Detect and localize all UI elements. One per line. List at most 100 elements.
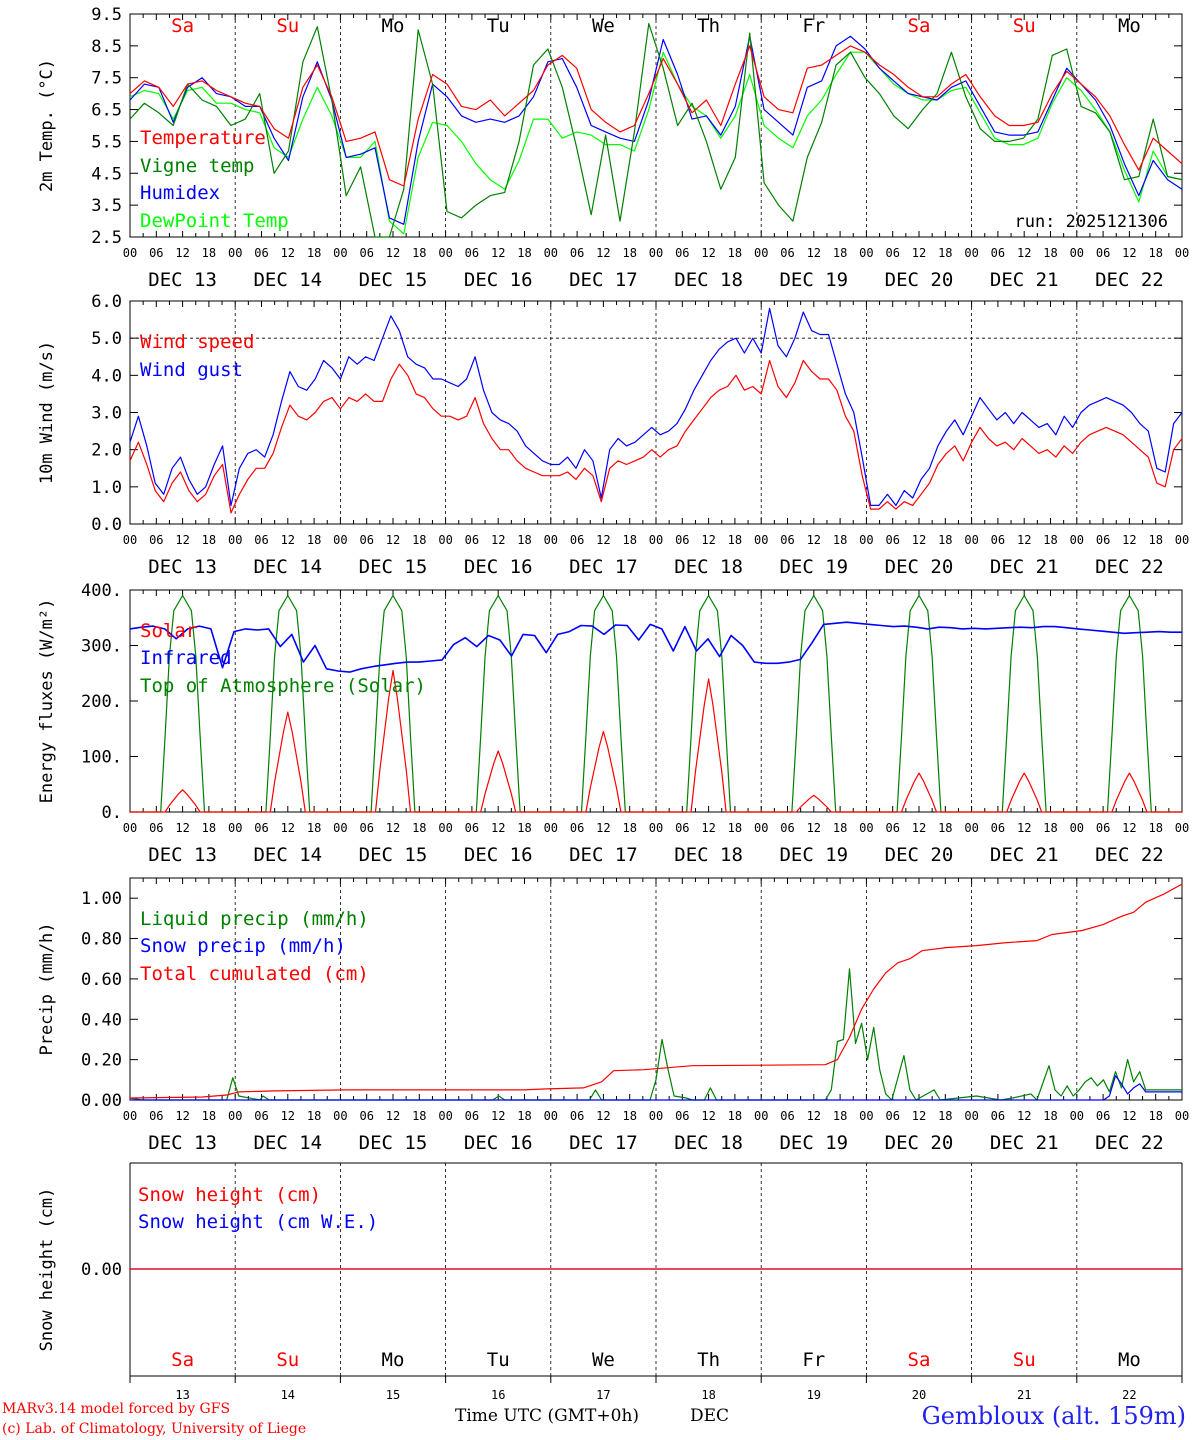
line-snow-precip-mm-h- — [130, 1075, 1182, 1101]
hour-tick-label: 00 — [123, 821, 137, 835]
hour-tick-label: 18 — [1148, 246, 1162, 260]
y-tick-label: 0.60 — [81, 970, 122, 990]
hour-tick-label: 06 — [359, 821, 373, 835]
hour-tick-label: 12 — [281, 821, 295, 835]
day-label: DEC 20 — [885, 844, 954, 866]
day-label: DEC 20 — [885, 269, 954, 291]
legend-liquid-precip-mm-h-: Liquid precip (mm/h) — [140, 908, 369, 930]
hour-tick-label: 00 — [754, 1109, 768, 1123]
hour-tick-label: 00 — [964, 246, 978, 260]
hour-tick-label: 00 — [438, 533, 452, 547]
y-tick-label: 0.0 — [91, 515, 122, 535]
hour-tick-label: 06 — [991, 533, 1005, 547]
hour-tick-label: 12 — [912, 533, 926, 547]
hour-tick-label: 18 — [833, 533, 847, 547]
hour-tick-label: 00 — [544, 1109, 558, 1123]
weekday-label: Mo — [1118, 1349, 1141, 1371]
hour-tick-label: 00 — [438, 821, 452, 835]
hour-tick-label: 06 — [465, 533, 479, 547]
hour-tick-label: 18 — [938, 533, 952, 547]
hour-tick-label: 00 — [438, 1109, 452, 1123]
hour-tick-label: 12 — [1122, 1109, 1136, 1123]
weekday-label: Sa — [171, 1349, 194, 1371]
y-axis-title: Energy fluxes (W/m²) — [37, 599, 57, 804]
hour-tick-label: 12 — [1122, 246, 1136, 260]
day-label: DEC 14 — [253, 556, 322, 578]
hour-tick-label: 06 — [254, 533, 268, 547]
legend-top-of-atmosphere-solar-: Top of Atmosphere (Solar) — [140, 675, 426, 697]
legend-wind-speed: Wind speed — [140, 331, 254, 353]
hour-tick-label: 00 — [859, 246, 873, 260]
weekday-label: Mo — [1118, 15, 1141, 37]
hour-tick-label: 06 — [991, 246, 1005, 260]
day-number-label: 13 — [175, 1388, 189, 1402]
hour-tick-label: 00 — [1175, 533, 1189, 547]
station-label: Gembloux (alt. 159m) — [921, 1402, 1186, 1430]
hour-tick-label: 18 — [202, 821, 216, 835]
weekday-label: We — [592, 1349, 615, 1371]
day-number-label: 20 — [912, 1388, 926, 1402]
day-label: DEC 16 — [464, 844, 533, 866]
hour-tick-label: 12 — [175, 246, 189, 260]
weekday-label: Su — [276, 1349, 299, 1371]
legend-dewpoint-temp: DewPoint Temp — [140, 210, 289, 232]
hour-tick-label: 06 — [149, 1109, 163, 1123]
y-tick-label: 2.0 — [91, 441, 122, 461]
hour-tick-label: 00 — [649, 1109, 663, 1123]
weekday-label: Su — [1013, 15, 1036, 37]
hour-tick-label: 12 — [491, 1109, 505, 1123]
hour-tick-label: 00 — [754, 533, 768, 547]
hour-tick-label: 12 — [175, 821, 189, 835]
hour-tick-label: 06 — [675, 533, 689, 547]
day-label: DEC 20 — [885, 556, 954, 578]
day-label: DEC 14 — [253, 269, 322, 291]
y-tick-label: 0.80 — [81, 930, 122, 950]
y-tick-label: 200. — [81, 692, 122, 712]
day-number-label: 15 — [386, 1388, 400, 1402]
day-number-label: 19 — [807, 1388, 821, 1402]
hour-tick-label: 18 — [307, 821, 321, 835]
hour-tick-label: 18 — [1043, 821, 1057, 835]
day-label: DEC 14 — [253, 844, 322, 866]
hour-tick-label: 12 — [491, 533, 505, 547]
hour-tick-label: 06 — [1096, 246, 1110, 260]
day-label: DEC 15 — [359, 269, 428, 291]
y-tick-label: 0.00 — [81, 1091, 122, 1111]
hour-tick-label: 00 — [228, 533, 242, 547]
day-number-label: 18 — [701, 1388, 715, 1402]
hour-tick-label: 00 — [333, 821, 347, 835]
hour-tick-label: 00 — [1070, 533, 1084, 547]
y-tick-label: 7.5 — [91, 69, 122, 89]
day-label: DEC 18 — [674, 1132, 743, 1154]
hour-tick-label: 18 — [307, 1109, 321, 1123]
hour-tick-label: 18 — [307, 246, 321, 260]
day-label: DEC 15 — [359, 1132, 428, 1154]
hour-tick-label: 18 — [517, 1109, 531, 1123]
hour-tick-label: 18 — [938, 246, 952, 260]
day-label: DEC 19 — [779, 844, 848, 866]
y-tick-label: 0. — [102, 803, 122, 823]
legend-solar: Solar — [140, 620, 197, 642]
hour-tick-label: 18 — [622, 533, 636, 547]
line-wind-speed — [129, 359, 1183, 514]
hour-tick-label: 12 — [1017, 533, 1031, 547]
hour-tick-label: 06 — [570, 821, 584, 835]
hour-tick-label: 00 — [123, 533, 137, 547]
hour-tick-label: 00 — [754, 821, 768, 835]
credit-line-2: (c) Lab. of Climatology, University of L… — [2, 1421, 307, 1437]
hour-tick-label: 06 — [885, 533, 899, 547]
hour-tick-label: 06 — [780, 821, 794, 835]
day-label: DEC 14 — [253, 1132, 322, 1154]
hour-tick-label: 00 — [333, 533, 347, 547]
hour-tick-label: 18 — [202, 533, 216, 547]
hour-tick-label: 12 — [807, 246, 821, 260]
y-tick-label: 300. — [81, 637, 122, 657]
hour-tick-label: 06 — [254, 246, 268, 260]
hour-tick-label: 12 — [1017, 821, 1031, 835]
legend-humidex: Humidex — [140, 182, 220, 204]
hour-tick-label: 06 — [1096, 533, 1110, 547]
hour-tick-label: 00 — [228, 821, 242, 835]
day-label: DEC 21 — [990, 844, 1059, 866]
day-label: DEC 18 — [674, 844, 743, 866]
y-tick-label: 8.5 — [91, 37, 122, 57]
